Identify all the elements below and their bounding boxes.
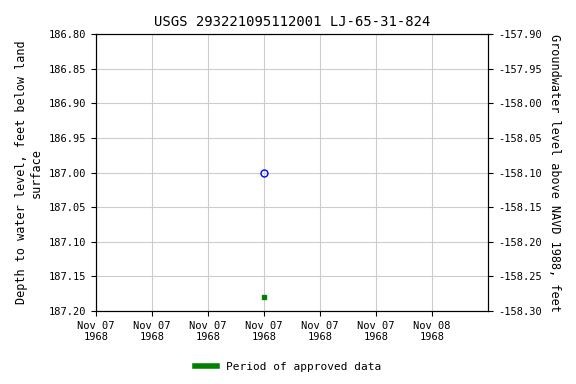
Title: USGS 293221095112001 LJ-65-31-824: USGS 293221095112001 LJ-65-31-824: [154, 15, 430, 29]
Y-axis label: Depth to water level, feet below land
surface: Depth to water level, feet below land su…: [15, 41, 43, 305]
Y-axis label: Groundwater level above NAVD 1988, feet: Groundwater level above NAVD 1988, feet: [548, 34, 561, 311]
Legend: Period of approved data: Period of approved data: [191, 358, 385, 377]
